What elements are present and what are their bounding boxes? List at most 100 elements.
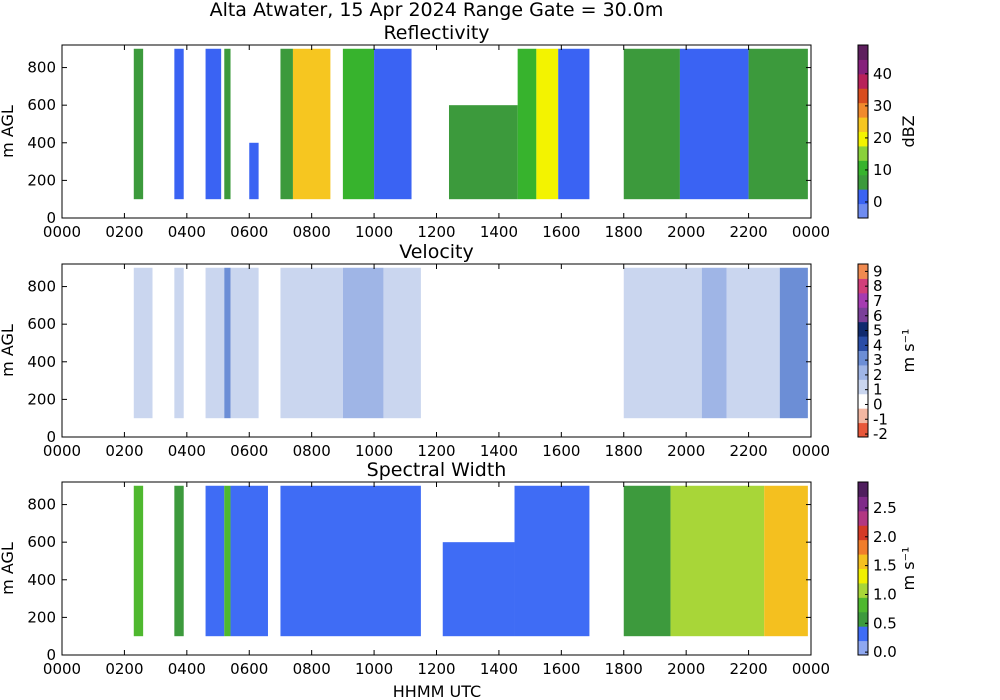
colorbar-tick-label: 40: [873, 65, 892, 83]
colorbar-tick-label: 3: [873, 351, 883, 369]
colorbar-segment: [858, 45, 868, 60]
y-tick-label: 0: [46, 646, 56, 664]
heatmap-band: [764, 485, 808, 637]
x-tick-label: 0800: [293, 223, 331, 241]
heatmap-band: [342, 48, 375, 200]
heatmap-cells: [133, 48, 808, 200]
colorbar-segment: [858, 482, 868, 497]
colorbar-segment: [858, 307, 868, 323]
heatmap-band: [249, 142, 259, 200]
x-tick-label: 0000: [43, 660, 81, 678]
heatmap-band: [174, 485, 184, 637]
colorbar-frame: [857, 263, 869, 438]
heatmap-band: [230, 267, 259, 419]
x-tick-label: 0000: [792, 223, 830, 241]
x-tick-label: 2200: [729, 223, 767, 241]
colorbar-segment: [858, 626, 868, 642]
colorbar-tick-label: 2.5: [873, 499, 897, 517]
x-tick-label: 1000: [355, 660, 393, 678]
colorbar-tick-label: 0.5: [873, 614, 897, 632]
y-tick-label: 600: [27, 315, 56, 333]
colorbar-segment: [858, 160, 868, 176]
panel-title: Reflectivity: [383, 22, 489, 44]
figure-title: Alta Atwater, 15 Apr 2024 Range Gate = 3…: [209, 0, 664, 21]
colorbar-label: m s⁻¹: [899, 329, 918, 373]
colorbar-tick-label: 20: [873, 129, 892, 147]
heatmap-band: [374, 48, 412, 200]
colorbar-segment: [858, 278, 868, 294]
heatmap-band: [224, 48, 231, 200]
heatmap-band: [280, 485, 421, 637]
colorbar-segment: [858, 611, 868, 627]
y-axis-label: m AGL: [0, 324, 17, 377]
x-tick-label: 0000: [792, 442, 830, 460]
x-tick-label: 1400: [480, 442, 518, 460]
heatmap-band: [679, 48, 749, 200]
colorbar-tick-label: 0: [873, 395, 883, 413]
y-axis-label: m AGL: [0, 542, 17, 595]
colorbar-tick-label: 10: [873, 161, 892, 179]
heatmap-band: [748, 48, 808, 200]
x-tick-label: 0200: [105, 660, 143, 678]
colorbar-segment: [858, 145, 868, 161]
y-axis-label: m AGL: [0, 105, 17, 158]
y-tick-label: 0: [46, 428, 56, 446]
heatmap-band: [623, 48, 680, 200]
x-tick-label: 0600: [230, 442, 268, 460]
colorbar-segment: [858, 292, 868, 308]
colorbar-tick-label: 1.0: [873, 585, 897, 603]
x-tick-label: 2200: [729, 442, 767, 460]
colorbar-segment: [858, 174, 868, 190]
y-tick-label: 400: [27, 571, 56, 589]
y-tick-label: 200: [27, 171, 56, 189]
x-tick-label: 0600: [230, 660, 268, 678]
colorbar-segment: [858, 59, 868, 75]
colorbar-label: dBZ: [899, 115, 918, 147]
heatmap-cells: [133, 485, 808, 637]
colorbar-segment: [858, 408, 868, 424]
heatmap-band: [292, 48, 331, 200]
x-tick-label: 2000: [667, 223, 705, 241]
heatmap-band: [280, 267, 343, 419]
colorbar-segment: [858, 568, 868, 584]
colorbar-tick-label: 1.5: [873, 557, 897, 575]
x-tick-label: 1600: [542, 223, 580, 241]
x-tick-label: 0400: [168, 442, 206, 460]
x-tick-label: 1000: [355, 223, 393, 241]
colorbar-segment: [858, 102, 868, 118]
colorbar-tick-label: 6: [873, 307, 883, 325]
heatmap-band: [174, 48, 184, 200]
heatmap-band: [779, 267, 808, 419]
colorbar-segment: [858, 88, 868, 104]
y-tick-label: 800: [27, 496, 56, 514]
colorbar-segment: [858, 117, 868, 132]
x-tick-label: 0000: [43, 223, 81, 241]
colorbar-segment: [858, 350, 868, 366]
heatmap-band: [133, 267, 153, 419]
x-tick-label: 1800: [605, 223, 643, 241]
x-tick-label: 2000: [667, 442, 705, 460]
colorbar-segment: [858, 582, 868, 598]
heatmap-band: [701, 267, 727, 419]
colorbar-segment: [858, 321, 868, 337]
heatmap-band: [514, 485, 590, 637]
x-tick-label: 2000: [667, 660, 705, 678]
colorbar-segment: [858, 496, 868, 512]
x-tick-label: 0000: [792, 660, 830, 678]
colorbar-segment: [858, 336, 868, 351]
heatmap-band: [342, 267, 384, 419]
heatmap-band: [133, 485, 144, 637]
colorbar-segment: [858, 264, 868, 279]
heatmap-band: [442, 542, 515, 637]
x-tick-label: 0000: [43, 442, 81, 460]
heatmap-band: [224, 267, 231, 419]
panel-title: Spectral Width: [367, 459, 507, 481]
colorbar-segment: [858, 393, 868, 409]
colorbar-tick-label: 30: [873, 97, 892, 115]
x-tick-label: 1400: [480, 223, 518, 241]
heatmap-band: [623, 267, 702, 419]
colorbar-tick-label: 2: [873, 366, 883, 384]
